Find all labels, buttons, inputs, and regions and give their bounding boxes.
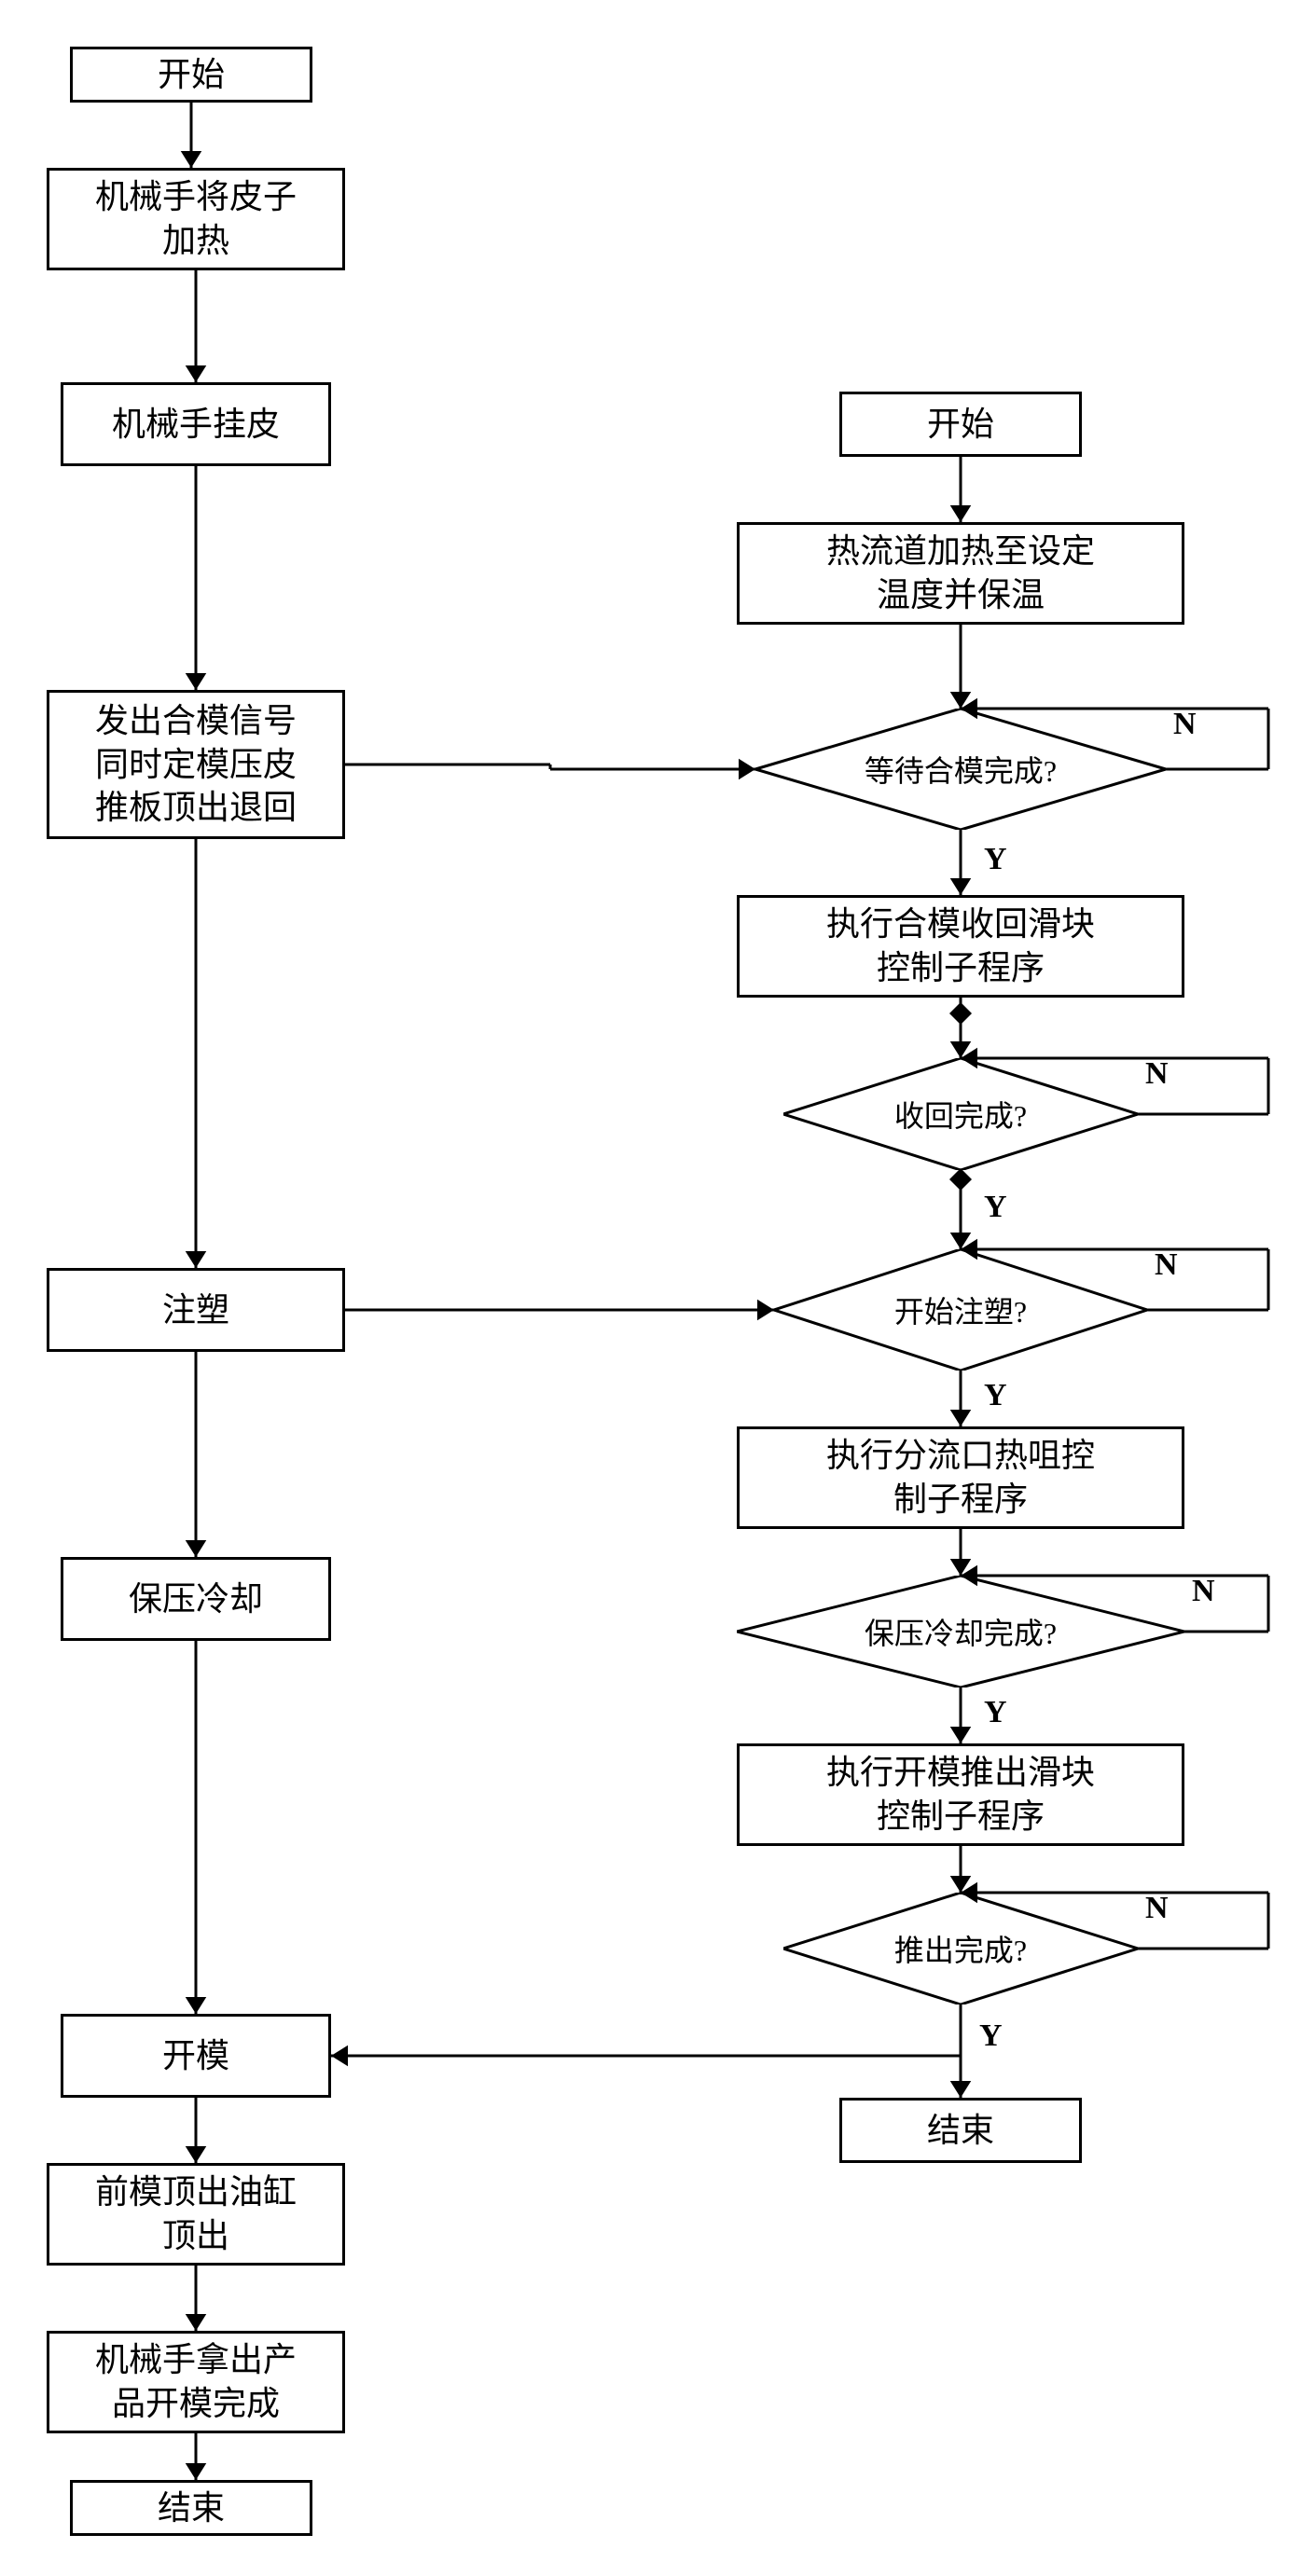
right-start: 开始 bbox=[839, 392, 1082, 457]
n-label-0: N bbox=[1173, 707, 1197, 742]
left-open_mold-label: 开模 bbox=[162, 2034, 229, 2078]
left-robot_take-label: 机械手拿出产 品开模完成 bbox=[95, 2338, 297, 2426]
right-heat_runner: 热流道加热至设定 温度并保温 bbox=[737, 522, 1184, 625]
right-start_inject: 开始注塑? bbox=[774, 1249, 1147, 1371]
pushdone-y bbox=[331, 2000, 979, 2070]
right-start-label: 开始 bbox=[927, 403, 994, 447]
arrow-right-5 bbox=[937, 1371, 984, 1426]
arrow-right-1 bbox=[937, 625, 984, 709]
right-end-label: 结束 bbox=[927, 2109, 994, 2153]
pushdone-y-label: Y bbox=[979, 2018, 1003, 2054]
arrow-left-4 bbox=[177, 1352, 215, 1557]
left-robot_take: 机械手拿出产 品开模完成 bbox=[47, 2331, 345, 2433]
left-close_signal: 发出合模信号 同时定模压皮 推板顶出退回 bbox=[47, 690, 345, 839]
left-eject_cyl-label: 前模顶出油缸 顶出 bbox=[95, 2170, 297, 2258]
arrow-left-2 bbox=[177, 466, 215, 690]
n-label-2: N bbox=[1155, 1247, 1178, 1283]
right-retract_done: 收回完成? bbox=[783, 1058, 1138, 1170]
left-hold_cool: 保压冷却 bbox=[61, 1557, 331, 1641]
right-close_sub-label: 执行合模收回滑块 控制子程序 bbox=[826, 902, 1095, 990]
left-hold_cool-label: 保压冷却 bbox=[129, 1577, 263, 1621]
arrow-left-6 bbox=[177, 2098, 215, 2163]
right-to-end bbox=[942, 2004, 979, 2098]
left-inject-label: 注塑 bbox=[162, 1288, 229, 1332]
arrow-left-8 bbox=[177, 2433, 215, 2480]
left-eject_cyl: 前模顶出油缸 顶出 bbox=[47, 2163, 345, 2266]
arrow-left-5 bbox=[177, 1641, 215, 2014]
right-open_sub-label: 执行开模推出滑块 控制子程序 bbox=[826, 1751, 1095, 1839]
left-heat_skin: 机械手将皮子 加热 bbox=[47, 168, 345, 270]
cross-1 bbox=[345, 1301, 783, 1319]
y-label-7: Y bbox=[984, 1695, 1007, 1730]
right-push_done: 推出完成? bbox=[783, 1893, 1138, 2004]
y-label-5: Y bbox=[984, 1378, 1007, 1413]
right-open_sub: 执行开模推出滑块 控制子程序 bbox=[737, 1743, 1184, 1846]
left-hang_skin: 机械手挂皮 bbox=[61, 382, 331, 466]
arrow-left-0 bbox=[173, 103, 210, 168]
n-label-3: N bbox=[1192, 1574, 1215, 1609]
left-inject: 注塑 bbox=[47, 1268, 345, 1352]
left-end-label: 结束 bbox=[158, 2486, 225, 2530]
n-label-1: N bbox=[1145, 1056, 1169, 1092]
arrow-right-7 bbox=[937, 1687, 984, 1743]
right-end: 结束 bbox=[839, 2098, 1082, 2163]
n-label-4: N bbox=[1145, 1891, 1169, 1926]
cross-0 bbox=[345, 755, 765, 778]
left-start-label: 开始 bbox=[158, 53, 225, 97]
arrow-right-2 bbox=[937, 830, 984, 895]
y-label-2: Y bbox=[984, 842, 1007, 877]
right-cool_done: 保压冷却完成? bbox=[737, 1576, 1184, 1687]
left-close_signal-label: 发出合模信号 同时定模压皮 推板顶出退回 bbox=[95, 699, 297, 830]
right-wait_close: 等待合模完成? bbox=[755, 709, 1166, 830]
right-heat_runner-label: 热流道加热至设定 温度并保温 bbox=[826, 530, 1095, 617]
right-nozzle_sub-label: 执行分流口热咀控 制子程序 bbox=[826, 1434, 1095, 1522]
left-hang_skin-label: 机械手挂皮 bbox=[112, 403, 280, 447]
y-label-4: Y bbox=[984, 1190, 1007, 1225]
left-heat_skin-label: 机械手将皮子 加热 bbox=[95, 175, 297, 263]
arrow-right-4 bbox=[937, 1170, 984, 1249]
left-start: 开始 bbox=[70, 47, 312, 103]
arrow-right-0 bbox=[937, 457, 984, 522]
arrow-left-3 bbox=[177, 839, 215, 1268]
solid-diamond-close bbox=[947, 999, 975, 1027]
right-close_sub: 执行合模收回滑块 控制子程序 bbox=[737, 895, 1184, 998]
arrow-left-1 bbox=[177, 270, 215, 382]
left-open_mold: 开模 bbox=[61, 2014, 331, 2098]
right-nozzle_sub: 执行分流口热咀控 制子程序 bbox=[737, 1426, 1184, 1529]
arrow-left-7 bbox=[177, 2266, 215, 2331]
left-end: 结束 bbox=[70, 2480, 312, 2536]
